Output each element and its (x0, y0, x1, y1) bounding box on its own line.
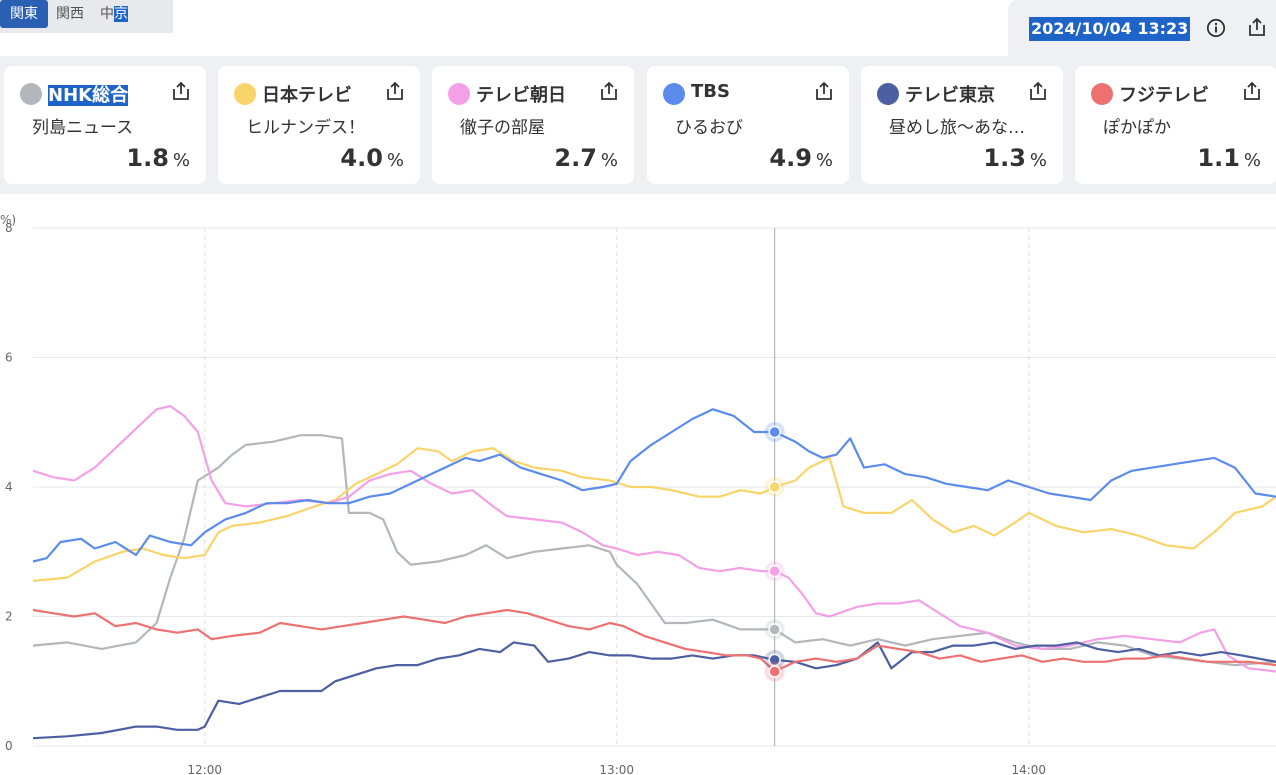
channel-card-tv-asahi[interactable]: テレビ朝日 徹子の部屋 2.7% (432, 66, 634, 184)
cursor-marker-3 (768, 425, 781, 439)
x-tick-label: 12:00 (187, 763, 222, 775)
share-icon[interactable] (598, 80, 620, 102)
channel-name: テレビ朝日 (476, 85, 566, 106)
channel-card-tbs[interactable]: TBS ひるおび 4.9% (647, 66, 849, 184)
program-title: ぽかぽか (1103, 118, 1171, 138)
region-tab-kanto[interactable]: 関東 (0, 0, 48, 28)
series-line-4 (32, 641, 1276, 740)
share-icon[interactable] (1246, 16, 1268, 38)
y-tick-label: 4 (5, 480, 13, 494)
channel-color-dot (877, 83, 899, 105)
cursor-marker-0 (768, 623, 781, 636)
y-tick-label: 0 (5, 739, 13, 753)
share-icon[interactable] (1241, 80, 1263, 102)
x-tick-label: 14:00 (1011, 763, 1046, 775)
channel-name: フジテレビ (1119, 85, 1209, 106)
rating-value: 1.3% (983, 144, 1047, 172)
share-icon[interactable] (384, 80, 406, 102)
rating-value: 2.7% (554, 144, 618, 172)
channel-card-ntv[interactable]: 日本テレビ ヒルナンデス！ 4.0% (218, 66, 420, 184)
channel-name: テレビ東京 (905, 85, 995, 106)
channel-card-nhk[interactable]: NHK総合 列島ニュース 1.8% (4, 66, 206, 184)
timestamp: 2024/10/04 13:23 (1029, 17, 1191, 41)
channel-color-dot (20, 83, 42, 105)
rating-value: 4.9% (769, 144, 833, 172)
region-tab-chukyo-text-b: 京 (114, 6, 128, 22)
program-title: 昼めし旅〜あな… (889, 118, 1025, 138)
y-tick-label: 8 (5, 221, 13, 235)
y-axis-unit-label: %) (0, 213, 16, 227)
program-title: ヒルナンデス！ (246, 118, 365, 138)
info-icon[interactable] (1206, 18, 1226, 38)
region-tab-kansai[interactable]: 関西 (56, 6, 84, 22)
y-tick-label: 6 (5, 351, 13, 365)
program-title: 列島ニュース (32, 118, 134, 138)
channel-color-dot (663, 83, 685, 105)
y-tick-label: 2 (5, 610, 13, 624)
series-line-1 (32, 447, 1276, 582)
cursor-marker-2 (768, 564, 781, 578)
region-tab-chukyo-text-a: 中 (100, 6, 114, 22)
channel-card-tv-tokyo[interactable]: テレビ東京 昼めし旅〜あな… 1.3% (861, 66, 1063, 184)
program-title: 徹子の部屋 (460, 118, 545, 138)
share-icon[interactable] (813, 80, 835, 102)
cursor-marker-1 (768, 480, 781, 494)
rating-value: 1.8% (126, 144, 190, 172)
cursor-marker-5 (768, 665, 781, 678)
channel-color-dot (448, 83, 470, 105)
rating-value: 1.1% (1197, 144, 1261, 172)
channel-cards: NHK総合 列島ニュース 1.8% 日本テレビ ヒルナンデス！ 4.0% テレビ… (0, 56, 1276, 194)
region-tabs: 関東 関西 中京 (0, 0, 173, 33)
channel-color-dot (234, 83, 256, 105)
series-line-5 (32, 608, 1276, 673)
series-line-3 (32, 408, 1276, 563)
topbar-right: 2024/10/04 13:23 (1008, 0, 1276, 56)
region-tab-chukyo[interactable]: 中京 (92, 0, 136, 28)
channel-name: NHK総合 (48, 85, 129, 106)
channel-name: 日本テレビ (262, 85, 352, 106)
series-line-0 (32, 434, 1276, 667)
channel-name: TBS (691, 81, 730, 102)
channel-color-dot (1091, 83, 1113, 105)
share-icon[interactable] (1027, 80, 1049, 102)
program-title: ひるおび (675, 118, 743, 138)
rating-value: 4.0% (340, 144, 404, 172)
share-icon[interactable] (170, 80, 192, 102)
series-line-2 (32, 405, 1276, 673)
ratings-line-chart[interactable]: %) 0 2 4 6 8 12:00 13:00 14:00 (0, 194, 1276, 775)
channel-card-fuji-tv[interactable]: フジテレビ ぽかぽか 1.1% (1075, 66, 1276, 184)
x-tick-label: 13:00 (599, 763, 634, 775)
